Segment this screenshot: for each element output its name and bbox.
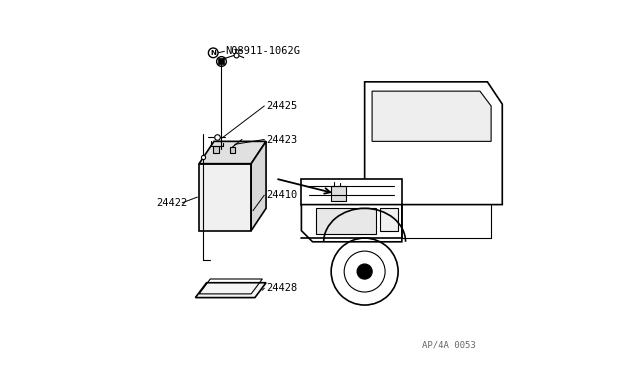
Circle shape xyxy=(357,264,372,279)
Polygon shape xyxy=(372,91,491,141)
Text: 24425: 24425 xyxy=(266,101,298,111)
Polygon shape xyxy=(380,208,398,231)
Text: 24423: 24423 xyxy=(266,135,298,144)
Text: N08911-1062G: N08911-1062G xyxy=(225,46,300,56)
Text: 24422: 24422 xyxy=(156,198,188,208)
Polygon shape xyxy=(316,208,376,234)
Polygon shape xyxy=(199,141,266,164)
Polygon shape xyxy=(301,205,402,242)
Text: 24428: 24428 xyxy=(266,283,298,293)
Polygon shape xyxy=(331,186,346,201)
Polygon shape xyxy=(195,283,266,298)
Text: N: N xyxy=(211,50,216,56)
Polygon shape xyxy=(230,147,235,153)
Polygon shape xyxy=(199,164,251,231)
Polygon shape xyxy=(301,179,402,205)
Text: AP/4A 0053: AP/4A 0053 xyxy=(422,341,476,350)
Text: 24410: 24410 xyxy=(266,190,298,200)
Polygon shape xyxy=(251,141,266,231)
Polygon shape xyxy=(213,146,219,153)
Polygon shape xyxy=(365,82,502,205)
